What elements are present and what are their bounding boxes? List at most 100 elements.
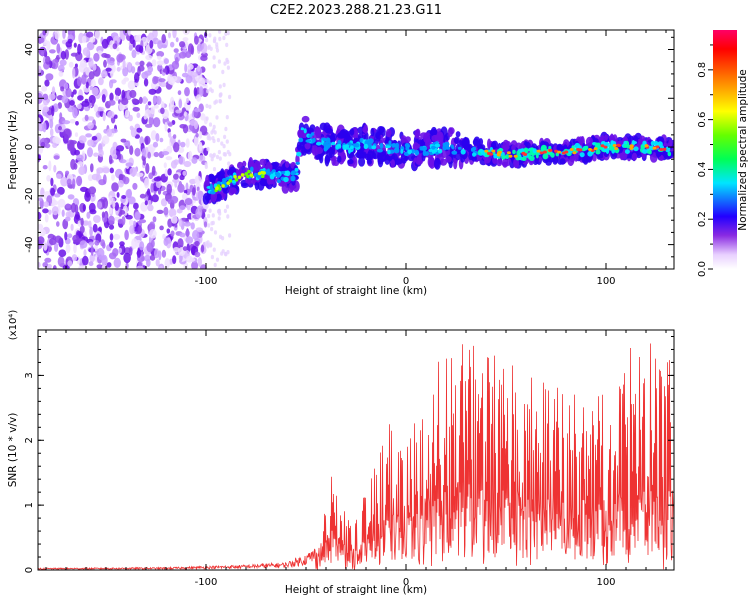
track-peak [249, 173, 254, 177]
noise-blob [208, 80, 212, 85]
noise-blob [56, 221, 60, 227]
track-peak [244, 172, 248, 176]
noise-blob [121, 195, 127, 199]
track-core [579, 152, 585, 158]
track-blob [254, 160, 261, 172]
noise-blob [42, 208, 49, 214]
track-core [269, 173, 275, 180]
noise-blob [149, 254, 156, 261]
track-core [642, 149, 648, 154]
noise-blob [88, 202, 96, 213]
noise-blob [155, 133, 160, 142]
noise-blob [162, 68, 168, 73]
track-peak [536, 149, 541, 153]
noise-blob [101, 211, 105, 218]
noise-blob [218, 156, 222, 161]
noise-blob [96, 168, 100, 178]
noise-blob [93, 104, 99, 113]
noise-blob [173, 142, 180, 153]
figure-title: C2E2.2023.288.21.23.G11 [270, 3, 442, 18]
colorbar-tick-label: 0.0 [697, 261, 708, 277]
noise-blob [175, 109, 182, 114]
track-peak [228, 179, 233, 183]
noise-blob [161, 34, 166, 44]
noise-blob [96, 106, 105, 112]
noise-blob [225, 139, 229, 144]
track-core [521, 156, 527, 161]
noise-blob [98, 77, 104, 86]
noise-blob [57, 64, 65, 72]
noise-blob [144, 196, 149, 202]
noise-blob [125, 162, 134, 167]
noise-blob [117, 179, 124, 188]
noise-blob [60, 50, 67, 60]
noise-blob [139, 241, 145, 251]
track-core [392, 143, 397, 148]
noise-blob [218, 30, 222, 34]
noise-blob [119, 30, 124, 40]
noise-blob [98, 226, 102, 233]
noise-blob [163, 162, 167, 169]
noise-blob [138, 96, 143, 104]
track-core [431, 149, 436, 154]
track-core [516, 150, 520, 156]
noise-blob [206, 240, 210, 245]
noise-blob [54, 193, 61, 198]
noise-blob [115, 95, 119, 101]
noise-blob [88, 261, 94, 267]
spectrogram-frame [37, 29, 675, 270]
noise-blob [96, 247, 105, 258]
snr-xlabel: Height of straight line (km) [285, 584, 427, 596]
noise-blob [141, 148, 147, 157]
noise-blob [215, 42, 219, 47]
noise-blob [65, 87, 72, 98]
track-core [322, 138, 328, 142]
noise-blob [215, 257, 220, 262]
noise-blob [118, 247, 122, 254]
noise-blob [75, 121, 79, 126]
noise-blob [200, 244, 205, 253]
noise-blob [212, 247, 216, 252]
noise-blob [211, 213, 215, 218]
noise-blob [79, 225, 85, 234]
noise-blob [89, 226, 93, 237]
noise-blob [208, 104, 212, 110]
noise-blob [81, 35, 87, 44]
noise-blob [41, 85, 48, 92]
track-blob [417, 153, 422, 165]
noise-blob [93, 152, 99, 157]
noise-blob [76, 154, 84, 161]
noise-blob [135, 61, 140, 66]
noise-blob [74, 132, 79, 138]
track-core [595, 149, 601, 155]
noise-blob [218, 84, 222, 89]
noise-blob [116, 66, 121, 72]
noise-blob [46, 40, 51, 51]
noise-blob [194, 251, 201, 258]
track-core [546, 151, 552, 155]
noise-blob [212, 167, 217, 172]
noise-blob [66, 178, 72, 186]
noise-blob [62, 120, 71, 125]
noise-blob [172, 178, 180, 183]
track-core [657, 141, 663, 148]
noise-blob [179, 124, 187, 129]
noise-blob [76, 175, 83, 187]
noise-blob [180, 141, 186, 148]
track-core [442, 144, 448, 151]
noise-blob [102, 242, 106, 249]
noise-blob [172, 255, 177, 264]
track-peak [603, 145, 608, 149]
spectrogram-panel: -100 0 100 -40 -20 0 20 40 Height of straight l… [7, 29, 675, 297]
noise-blob [139, 193, 146, 199]
track-peak [240, 173, 245, 177]
noise-blob [112, 43, 118, 50]
noise-blob [159, 137, 164, 143]
track-peak [588, 148, 592, 151]
track-core [290, 171, 297, 176]
track-blob [455, 131, 461, 138]
noise-blob [226, 30, 230, 36]
noise-blob [204, 204, 208, 210]
track-core [331, 141, 336, 146]
noise-blob [106, 128, 113, 137]
